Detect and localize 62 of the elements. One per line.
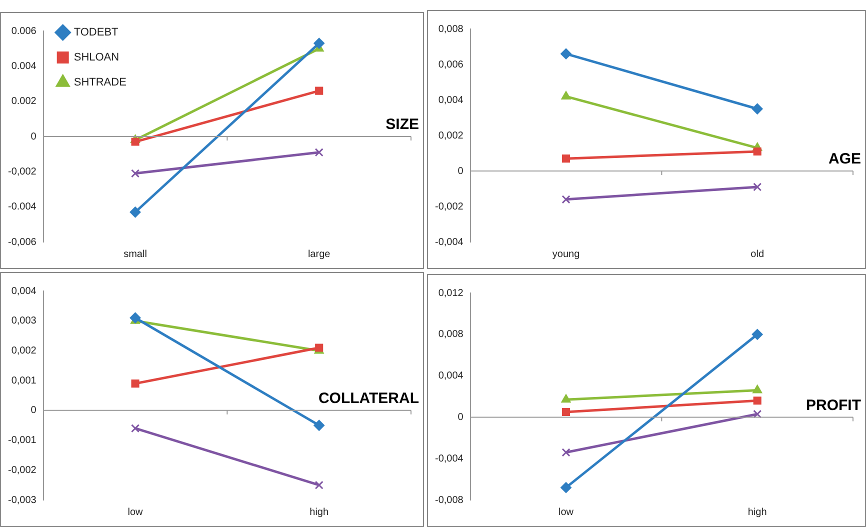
point: [753, 410, 762, 418]
legend-label: TODEBT: [74, 26, 119, 39]
y-tick-label: -0,003: [8, 494, 37, 506]
point: [131, 380, 140, 388]
x-tick-label: young: [552, 248, 580, 260]
y-tick-label: 0,008: [438, 24, 464, 35]
point: [314, 480, 324, 490]
y-tick-label: 0: [458, 166, 464, 177]
legend-label: SHLOAN: [74, 52, 120, 64]
point: [130, 424, 140, 433]
x-tick-label: high: [310, 506, 329, 518]
point: [562, 154, 570, 163]
x-tick-label: small: [124, 248, 147, 260]
y-tick-label: 0,003: [11, 316, 37, 327]
legend-label: SHTRADE: [74, 76, 126, 89]
point: [314, 148, 324, 157]
y-tick-label: 0: [30, 131, 37, 142]
text: COLLATERAL: [318, 390, 419, 408]
point: [560, 482, 572, 494]
y-tick-label: -0,001: [8, 435, 37, 446]
y-tick-label: 0.004: [11, 60, 37, 72]
y-tick-label: -0,004: [434, 236, 464, 248]
point: [315, 86, 324, 95]
y-tick-label: 0,012: [438, 288, 464, 299]
y-tick-label: -0,004: [434, 453, 464, 464]
point: [753, 396, 762, 405]
y-tick-label: -0,006: [8, 236, 37, 248]
y-tick-label: -0,002: [8, 166, 37, 178]
point: [314, 420, 325, 431]
point: [130, 206, 141, 218]
point: [752, 103, 763, 114]
y-tick-label: 0,004: [11, 286, 37, 297]
point: [560, 48, 572, 60]
y-tick-label: 0.002: [11, 96, 37, 108]
x-tick-label: old: [750, 248, 764, 260]
text: SIZE: [386, 116, 419, 134]
text: PROFIT: [806, 396, 861, 414]
y-tick-label: 0.006: [11, 26, 37, 37]
y-tick-label: -0.004: [8, 202, 37, 213]
point: [562, 195, 570, 204]
x-tick-label: low: [558, 506, 574, 518]
x-tick-label: high: [748, 506, 767, 518]
y-tick-label: 0: [458, 412, 464, 423]
text: AGE: [828, 150, 861, 168]
y-tick-label: -0,002: [8, 464, 37, 476]
y-tick-label: 0,006: [438, 59, 464, 70]
point: [753, 182, 762, 192]
y-tick-label: 0: [30, 405, 37, 416]
x-tick-label: low: [128, 506, 144, 518]
y-tick-label: 0,004: [438, 94, 464, 106]
y-tick-label: 0,001: [11, 375, 37, 386]
y-tick-label: 0,002: [11, 345, 37, 356]
x-tick-label: large: [308, 248, 331, 260]
y-tick-label: -0,008: [434, 494, 464, 506]
point: [130, 169, 140, 178]
point: [562, 408, 570, 416]
point: [562, 448, 570, 457]
y-tick-label: 0,004: [438, 370, 464, 382]
y-tick-label: 0,008: [438, 329, 464, 340]
y-tick-label: -0,002: [434, 201, 464, 212]
point: [752, 328, 763, 340]
y-tick-label: 0,002: [438, 130, 464, 142]
